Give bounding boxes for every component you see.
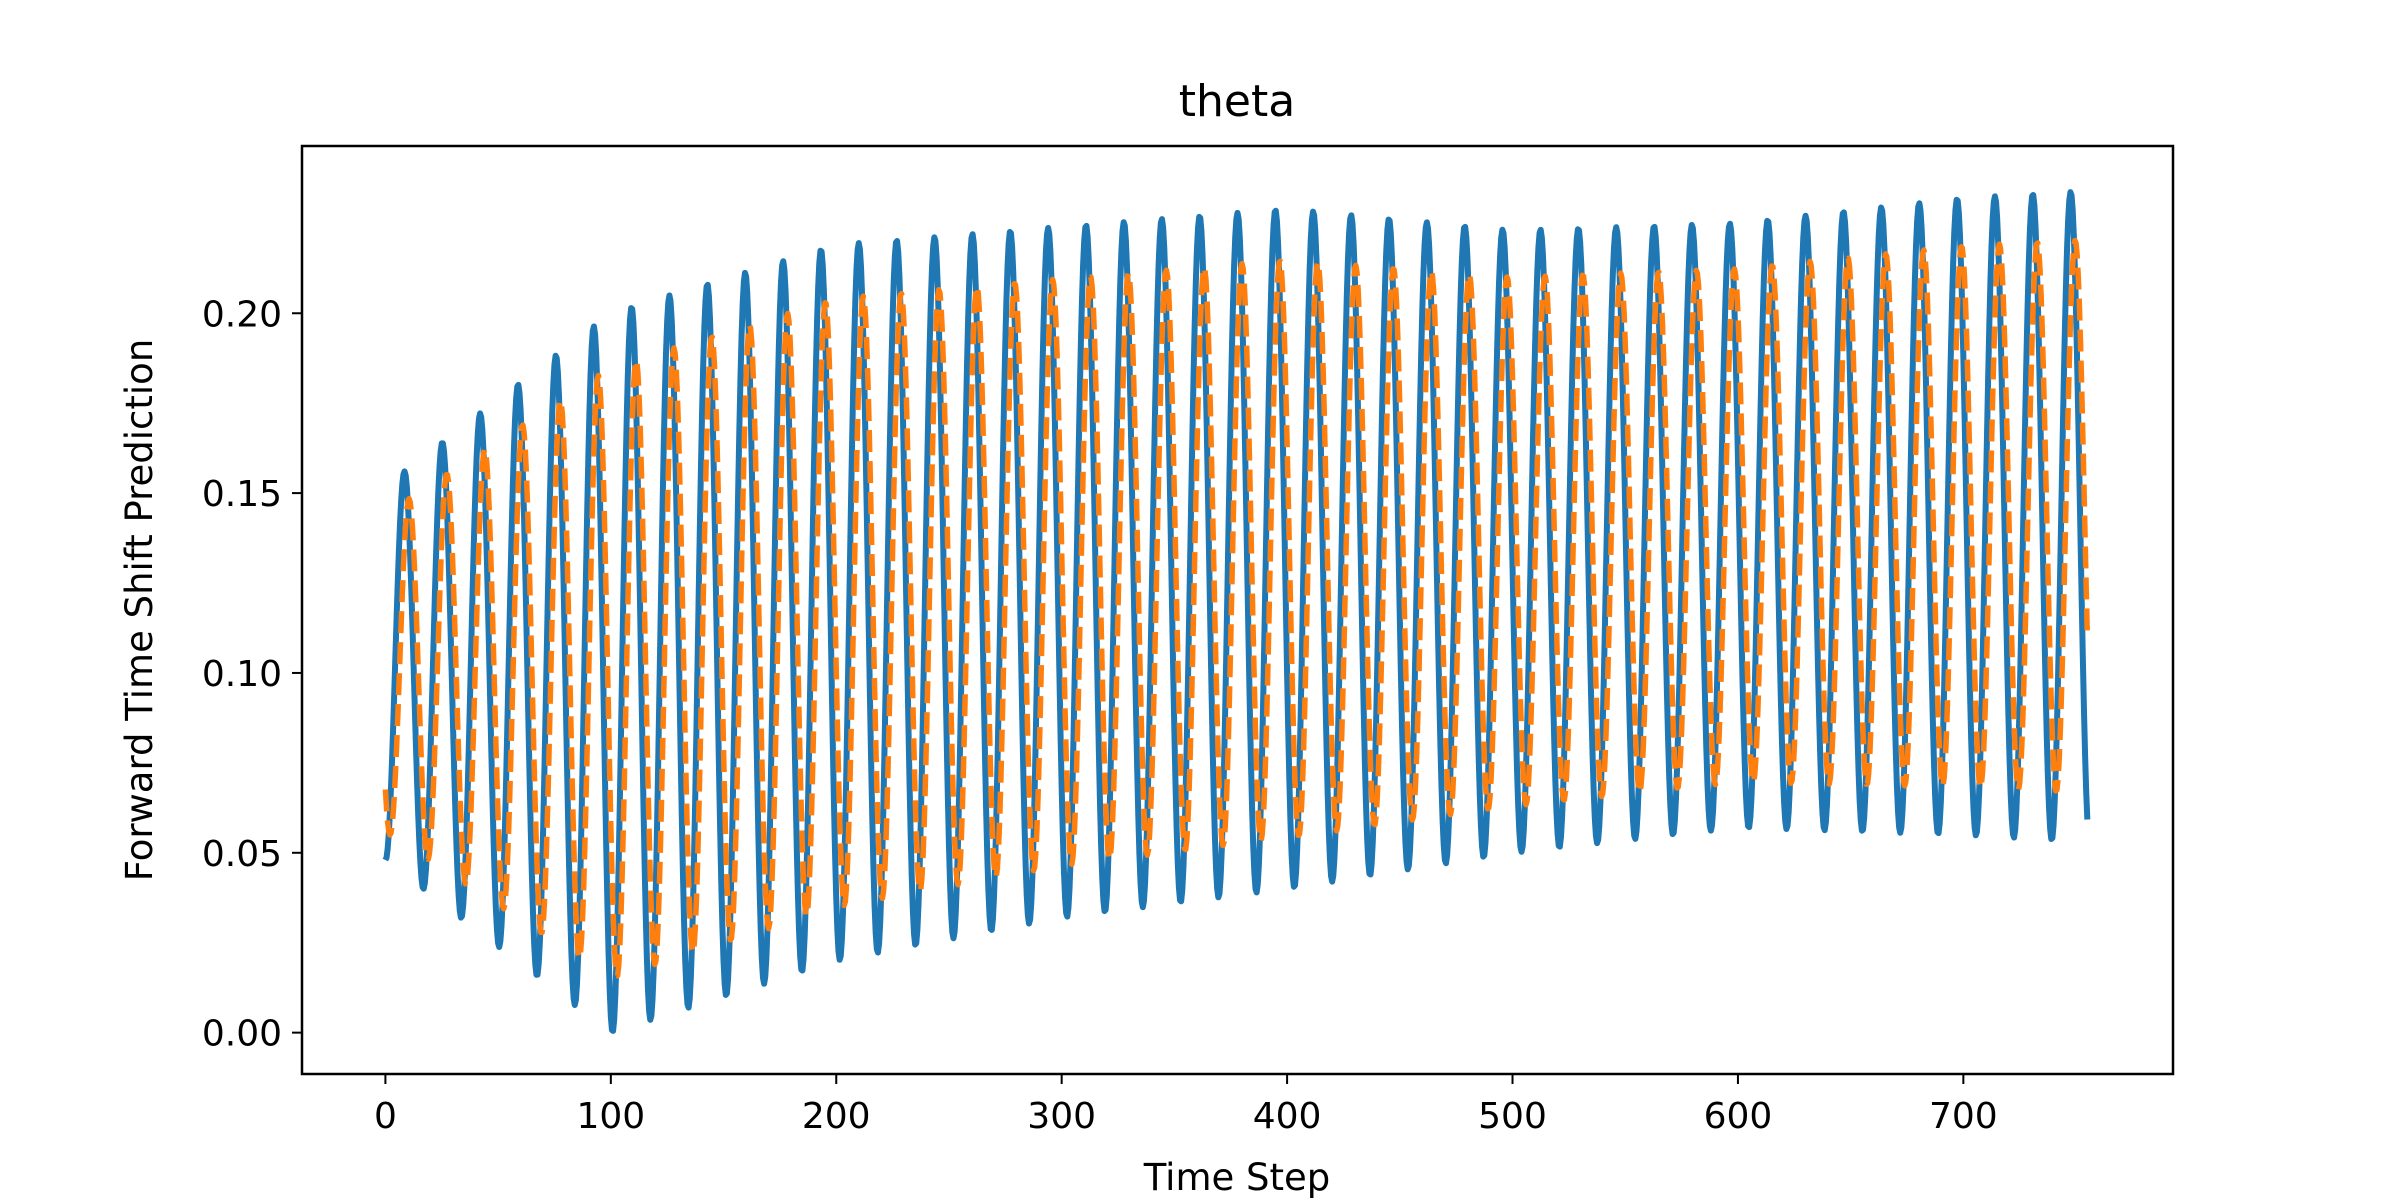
- y-tick-label: 0.00: [202, 1014, 282, 1055]
- plot-frame: [300, 144, 2175, 1076]
- y-tick-label: 0.10: [202, 654, 282, 695]
- x-axis-label: Time Step: [1143, 1156, 1331, 1199]
- y-axis-label: Forward Time Shift Prediction: [118, 339, 161, 882]
- x-tick-label: 200: [802, 1096, 871, 1137]
- y-tick-label: 0.15: [202, 474, 282, 515]
- y-tick-label: 0.05: [202, 834, 282, 875]
- series-line-1: [382, 189, 2091, 1034]
- x-tick-label: 500: [1478, 1096, 1547, 1137]
- x-tick-label: 400: [1253, 1096, 1322, 1137]
- series-layer: [382, 189, 2091, 1034]
- series-line-2: [382, 237, 2091, 979]
- x-tick-label: 600: [1704, 1096, 1773, 1137]
- chart-title: theta: [1179, 76, 1295, 127]
- x-axis: 0 100 200 300 400 500 600 700: [374, 1074, 1998, 1137]
- y-tick-label: 0.20: [202, 294, 282, 335]
- x-tick-label: 0: [374, 1096, 397, 1137]
- x-tick-label: 300: [1027, 1096, 1096, 1137]
- x-tick-label: 100: [576, 1096, 645, 1137]
- y-axis: 0.00 0.05 0.10 0.15 0.20: [202, 294, 302, 1055]
- x-tick-label: 700: [1929, 1096, 1998, 1137]
